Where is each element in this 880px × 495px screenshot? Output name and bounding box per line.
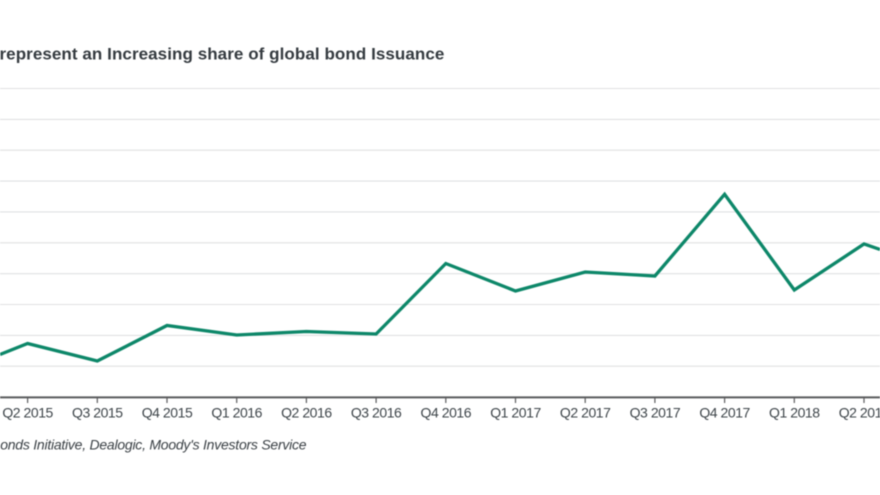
svg-text:Q3 2016: Q3 2016	[351, 405, 402, 421]
svg-text:Q2 2017: Q2 2017	[560, 405, 611, 421]
svg-text:Q1 2017: Q1 2017	[490, 405, 541, 421]
svg-text:Q1 2018: Q1 2018	[769, 405, 820, 421]
svg-text:Q4 2017: Q4 2017	[699, 405, 750, 421]
svg-text:Q2 2016: Q2 2016	[281, 405, 332, 421]
svg-text:Q2 2015: Q2 2015	[2, 405, 53, 421]
svg-text:Q1 2016: Q1 2016	[211, 405, 262, 421]
svg-text:Q4 2015: Q4 2015	[142, 405, 193, 421]
svg-text:Q3 2015: Q3 2015	[72, 405, 123, 421]
svg-text:Q2 2018: Q2 2018	[839, 405, 880, 421]
svg-text:Q4 2016: Q4 2016	[421, 405, 472, 421]
svg-text:represent an Increasing share: represent an Increasing share of global …	[0, 45, 444, 64]
svg-text:Bonds Initiative, Dealogic, Mo: Bonds Initiative, Dealogic, Moody's Inve…	[0, 437, 307, 453]
svg-text:Q3 2017: Q3 2017	[630, 405, 681, 421]
